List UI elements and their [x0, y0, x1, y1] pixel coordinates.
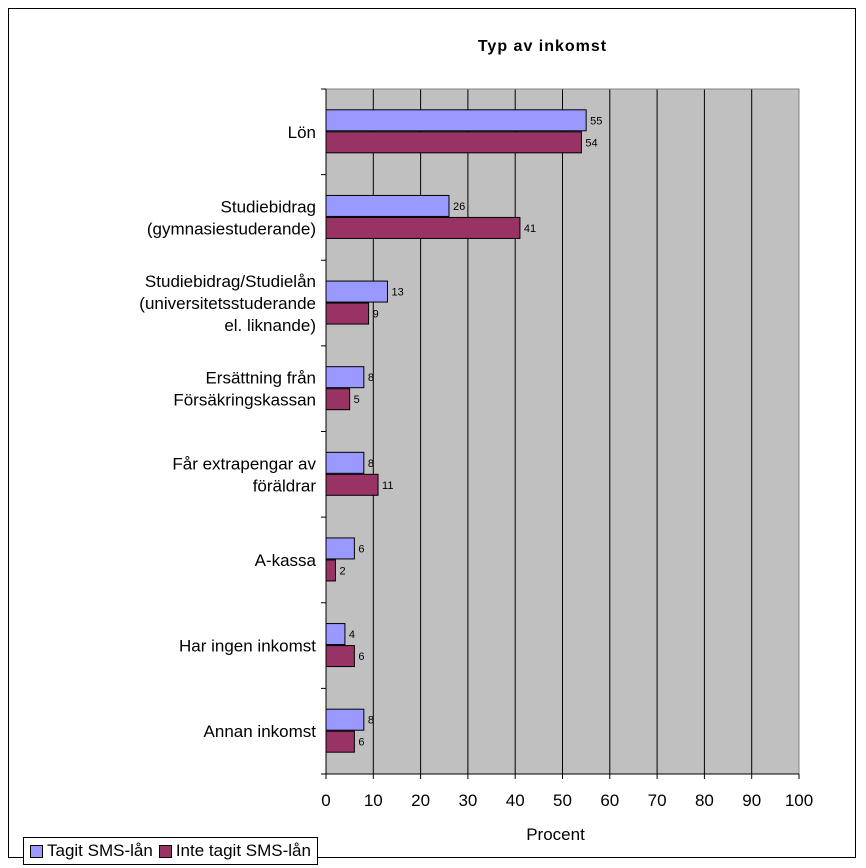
data-label: 13 — [391, 287, 403, 299]
legend: Tagit SMS-lån Inte tagit SMS-lån — [23, 837, 318, 865]
bar-tagit — [325, 537, 355, 560]
bar-tagit — [325, 280, 388, 303]
category-label: Ersättning från Försäkringskassan — [173, 369, 316, 410]
x-tick-label: 60 — [600, 791, 619, 810]
category-label: Lön — [288, 123, 316, 142]
category-label-line: föräldrar — [253, 476, 317, 495]
category-label-line: (universitetsstuderande — [139, 294, 316, 313]
x-tick-label: 10 — [364, 791, 383, 810]
legend-swatch-series-2 — [158, 844, 172, 858]
legend-label-series-1: Tagit SMS-lån — [47, 841, 153, 860]
bar-tagit — [325, 109, 587, 132]
x-tick-label: 50 — [553, 791, 572, 810]
x-tick-label: 0 — [321, 791, 330, 810]
bar-inte-tagit — [325, 131, 582, 154]
chart-frame: Typ av inkomst 0 10 20 30 40 50 60 70 80 90 100 Proc… — [8, 8, 856, 865]
bar-tagit — [325, 708, 365, 731]
x-tick-label: 20 — [411, 791, 430, 810]
data-label: 41 — [524, 223, 536, 235]
legend-item-series-2: Inte tagit SMS-lån — [158, 841, 311, 861]
data-label: 2 — [339, 565, 345, 577]
category-label-line: Studiebidrag — [221, 197, 316, 216]
data-label: 26 — [453, 201, 465, 213]
category-label-line: Har ingen inkomst — [179, 637, 316, 656]
category-label-line: A-kassa — [255, 551, 317, 570]
category-label: Får extrapengar av föräldrar — [172, 454, 316, 495]
category-label: A-kassa — [255, 551, 317, 570]
category-label-line: Studiebidrag/Studielån — [145, 272, 316, 291]
data-label: 6 — [358, 737, 364, 749]
data-label: 4 — [349, 629, 355, 641]
data-label: 6 — [358, 543, 364, 555]
bar-tagit — [325, 451, 365, 474]
category-label: Annan inkomst — [204, 722, 317, 741]
data-label: 54 — [585, 137, 597, 149]
bar-tagit — [325, 194, 450, 217]
bar-inte-tagit — [325, 388, 351, 411]
category-label-line: Får extrapengar av — [172, 454, 316, 473]
bar-tagit — [325, 623, 346, 646]
x-tick-label: 80 — [695, 791, 714, 810]
data-label: 5 — [354, 394, 360, 406]
category-label-line: (gymnasiestuderande) — [147, 219, 316, 238]
x-tick-label: 40 — [506, 791, 525, 810]
category-label-line: Ersättning från — [205, 369, 316, 388]
chart-title: Typ av inkomst — [478, 38, 607, 55]
bar-inte-tagit — [325, 645, 355, 668]
data-label: 8 — [368, 372, 374, 384]
data-label: 8 — [368, 458, 374, 470]
legend-label-series-2: Inte tagit SMS-lån — [175, 841, 311, 860]
bar-inte-tagit — [325, 216, 521, 239]
category-label-line: Annan inkomst — [204, 722, 317, 741]
bar-inte-tagit — [325, 473, 379, 496]
data-label: 11 — [382, 480, 393, 492]
category-label: Studiebidrag/Studielån (universitetsstude… — [139, 272, 316, 335]
data-label: 9 — [373, 309, 379, 321]
category-label-line: Försäkringskassan — [173, 391, 316, 410]
bar-chart: Typ av inkomst 0 10 20 30 40 50 60 70 80 90 100 Proc… — [139, 38, 813, 844]
category-label: Studiebidrag (gymnasiestuderande) — [147, 197, 316, 238]
category-label: Har ingen inkomst — [179, 637, 316, 656]
x-tick-label: 90 — [742, 791, 761, 810]
category-label-line: el. liknande) — [224, 316, 316, 335]
bar-tagit — [325, 366, 365, 389]
bar-inte-tagit — [325, 302, 370, 325]
x-tick-label: 70 — [648, 791, 667, 810]
data-label: 55 — [590, 115, 602, 127]
x-tick-label: 100 — [785, 791, 813, 810]
x-tick-label: 30 — [458, 791, 477, 810]
data-label: 6 — [358, 651, 364, 663]
bar-inte-tagit — [325, 559, 336, 582]
category-label-line: Lön — [288, 123, 316, 142]
legend-item-series-1: Tagit SMS-lån — [30, 841, 153, 861]
legend-swatch-series-1 — [30, 844, 43, 858]
x-axis-title: Procent — [526, 825, 585, 844]
bar-inte-tagit — [325, 730, 355, 753]
data-label: 8 — [368, 715, 374, 727]
